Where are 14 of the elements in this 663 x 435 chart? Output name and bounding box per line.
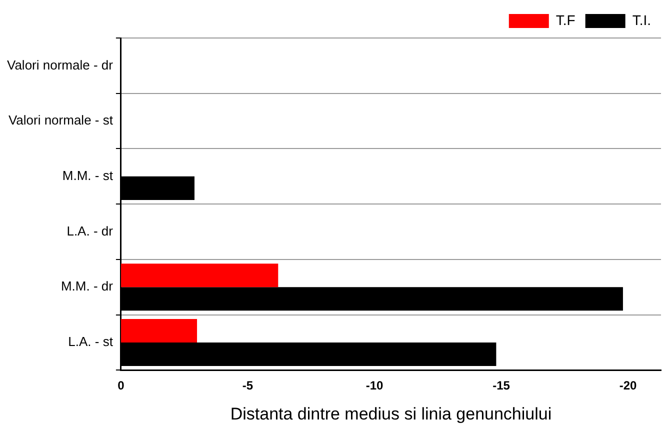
y-tick-label: Valori normale - dr bbox=[6, 57, 114, 72]
x-tick-label: 0 bbox=[118, 378, 125, 393]
y-tick-label: L.A. - dr bbox=[66, 223, 114, 238]
x-tick-label: -15 bbox=[492, 378, 510, 393]
y-tick-label: L.A. - st bbox=[68, 334, 114, 350]
x-tick-label: -10 bbox=[366, 378, 384, 393]
y-tick-label: M.M. - dr bbox=[60, 278, 114, 294]
y-tick-label: M.M. - st bbox=[62, 168, 114, 183]
y-tick-label: Valori normale - st bbox=[8, 112, 114, 128]
x-axis-title: Distanta dintre medius si linia genunchiului bbox=[230, 404, 552, 424]
legend-label: T.F bbox=[556, 12, 576, 28]
x-tick-label: -5 bbox=[242, 378, 254, 393]
x-tick-label: -20 bbox=[619, 378, 638, 393]
legend-label: T.I. bbox=[632, 12, 652, 28]
